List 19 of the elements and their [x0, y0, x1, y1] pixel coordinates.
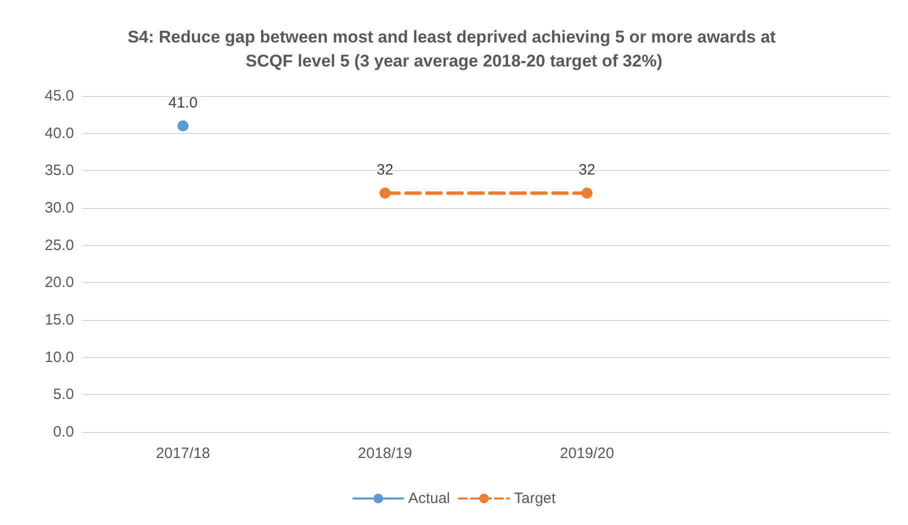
x-tick-label: 2019/20	[560, 445, 614, 462]
y-tick-label: 10.0	[44, 348, 74, 366]
y-tick-label: 40.0	[44, 124, 74, 142]
y-tick-label: 25.0	[44, 236, 74, 254]
legend-label: Target	[514, 490, 557, 507]
legend-label: Actual	[408, 490, 450, 507]
y-tick-label: 0.0	[53, 424, 74, 440]
y-tick-label: 35.0	[44, 162, 74, 180]
y-tick-label: 45.0	[44, 88, 74, 104]
y-tick-label: 20.0	[44, 274, 74, 292]
chart-title: S4: Reduce gap between most and least deprived achieving 5 or more awards at SCQF level 5 (3 year average 2018-20 target of 32%)	[128, 28, 780, 70]
y-tick-label: 30.0	[44, 200, 74, 216]
data-label: 41.0	[168, 94, 198, 112]
y-tick-label: 5.0	[53, 386, 74, 404]
data-label: 32	[376, 162, 394, 179]
data-label: 32	[578, 162, 596, 179]
y-tick-label: 15.0	[44, 312, 74, 328]
x-tick-label: 2018/19	[358, 445, 412, 462]
x-tick-label: 2017/18	[156, 445, 210, 462]
